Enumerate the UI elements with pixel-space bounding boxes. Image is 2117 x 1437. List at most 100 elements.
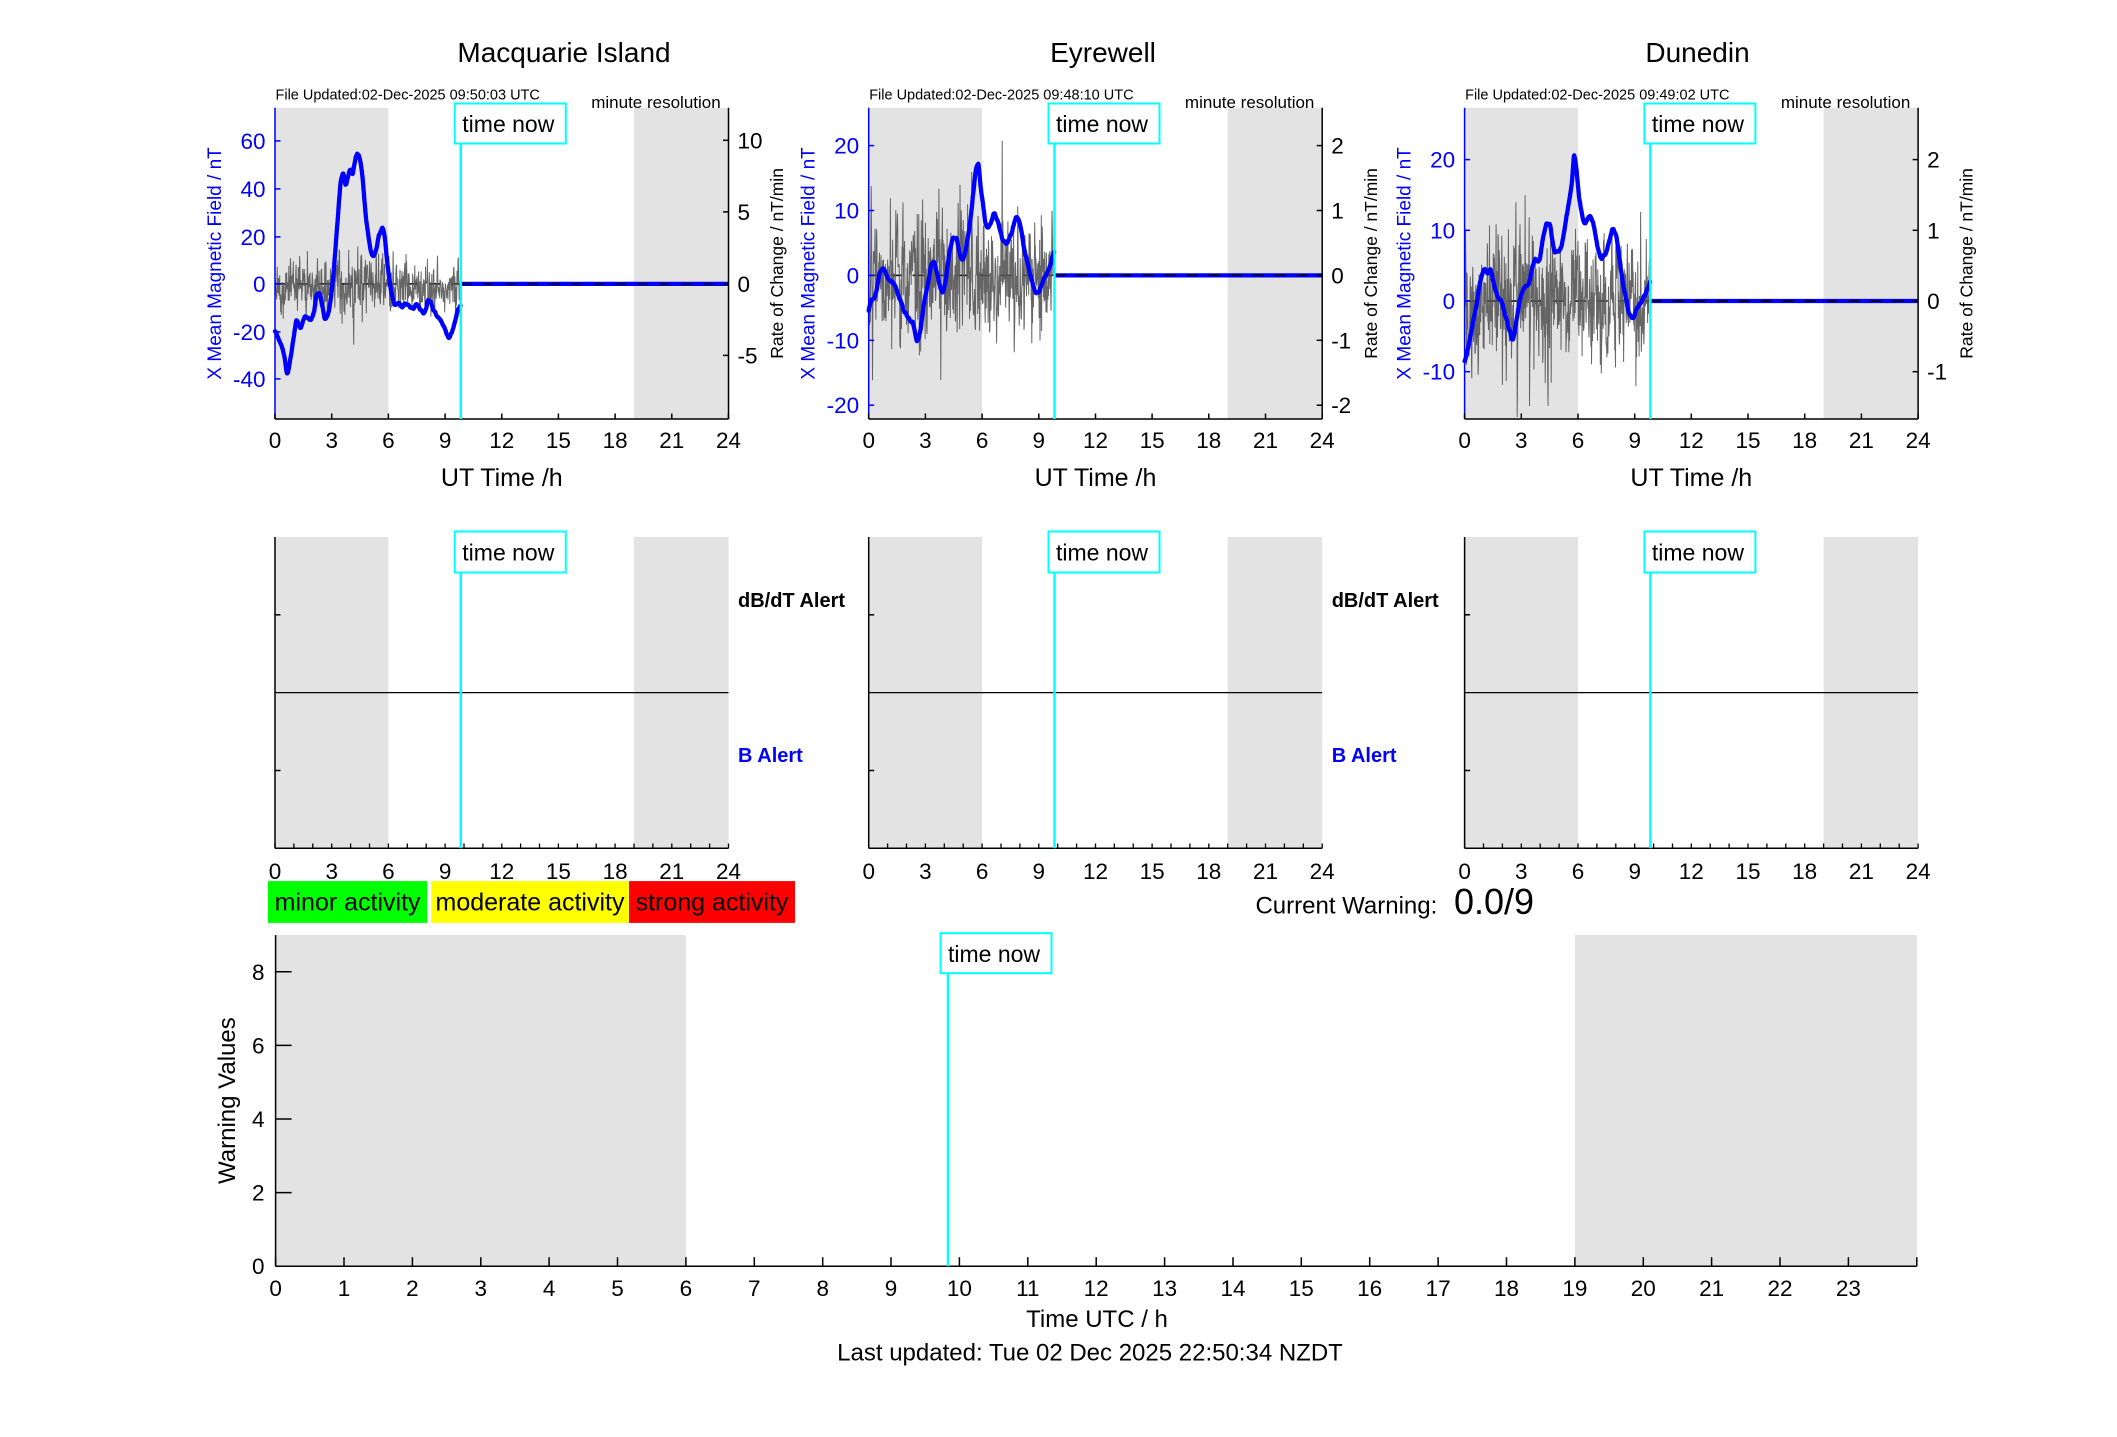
svg-text:minor activity: minor activity bbox=[275, 889, 421, 917]
svg-text:9: 9 bbox=[439, 859, 452, 884]
svg-text:Dunedin: Dunedin bbox=[1645, 37, 1749, 68]
svg-text:11: 11 bbox=[1016, 1276, 1039, 1301]
svg-text:21: 21 bbox=[1253, 428, 1278, 453]
svg-text:Last updated: Tue 02 Dec 2025: Last updated: Tue 02 Dec 2025 22:50:34 N… bbox=[837, 1340, 1343, 1367]
svg-text:10: 10 bbox=[738, 128, 763, 153]
svg-text:12: 12 bbox=[489, 859, 514, 884]
svg-text:14: 14 bbox=[1220, 1276, 1245, 1301]
svg-text:B Alert: B Alert bbox=[1332, 745, 1397, 767]
svg-text:-20: -20 bbox=[233, 320, 266, 345]
svg-text:0: 0 bbox=[269, 1276, 282, 1301]
svg-text:3: 3 bbox=[325, 859, 338, 884]
svg-text:2: 2 bbox=[1331, 134, 1344, 159]
svg-text:time now: time now bbox=[948, 941, 1040, 967]
svg-text:moderate activity: moderate activity bbox=[436, 889, 625, 917]
svg-text:6: 6 bbox=[1572, 859, 1585, 884]
svg-text:Current Warning:: Current Warning: bbox=[1255, 893, 1437, 920]
svg-text:X Mean Magnetic Field / nT: X Mean Magnetic Field / nT bbox=[205, 147, 226, 380]
svg-text:Macquarie Island: Macquarie Island bbox=[457, 37, 670, 68]
svg-text:12: 12 bbox=[1679, 859, 1704, 884]
svg-text:0: 0 bbox=[862, 428, 875, 453]
svg-text:15: 15 bbox=[1735, 428, 1760, 453]
svg-text:1: 1 bbox=[1927, 218, 1940, 243]
svg-text:12: 12 bbox=[1083, 859, 1108, 884]
svg-text:13: 13 bbox=[1152, 1276, 1177, 1301]
svg-text:File Updated:02-Dec-2025 09:50: File Updated:02-Dec-2025 09:50:03 UTC bbox=[276, 88, 540, 104]
svg-text:strong activity: strong activity bbox=[636, 889, 789, 917]
svg-text:1: 1 bbox=[338, 1276, 351, 1301]
svg-text:24: 24 bbox=[1906, 859, 1931, 884]
svg-text:21: 21 bbox=[1849, 859, 1874, 884]
svg-text:15: 15 bbox=[546, 428, 571, 453]
svg-text:4: 4 bbox=[252, 1107, 265, 1132]
svg-text:21: 21 bbox=[1849, 428, 1874, 453]
svg-text:Warning Values: Warning Values bbox=[214, 1017, 241, 1184]
svg-text:0: 0 bbox=[862, 859, 875, 884]
svg-text:6: 6 bbox=[382, 859, 395, 884]
svg-text:0: 0 bbox=[253, 272, 266, 297]
svg-text:19: 19 bbox=[1562, 1276, 1587, 1301]
svg-text:15: 15 bbox=[1140, 428, 1165, 453]
svg-text:-40: -40 bbox=[233, 367, 266, 392]
svg-text:16: 16 bbox=[1357, 1276, 1382, 1301]
svg-text:18: 18 bbox=[1196, 859, 1221, 884]
svg-text:minute resolution: minute resolution bbox=[1781, 93, 1910, 112]
svg-text:9: 9 bbox=[1628, 428, 1641, 453]
svg-text:File Updated:02-Dec-2025 09:49: File Updated:02-Dec-2025 09:49:02 UTC bbox=[1465, 88, 1729, 104]
svg-text:3: 3 bbox=[475, 1276, 488, 1301]
svg-text:23: 23 bbox=[1836, 1276, 1861, 1301]
svg-text:8: 8 bbox=[252, 960, 265, 985]
svg-text:20: 20 bbox=[1430, 148, 1455, 173]
svg-text:20: 20 bbox=[1631, 1276, 1656, 1301]
svg-text:2: 2 bbox=[252, 1181, 265, 1206]
svg-text:15: 15 bbox=[1289, 1276, 1314, 1301]
svg-text:6: 6 bbox=[976, 859, 989, 884]
svg-text:Rate of Change / nT/min: Rate of Change / nT/min bbox=[1361, 168, 1381, 359]
svg-text:0: 0 bbox=[847, 263, 860, 288]
svg-text:6: 6 bbox=[976, 428, 989, 453]
svg-text:5: 5 bbox=[611, 1276, 624, 1301]
svg-text:Rate of Change / nT/min: Rate of Change / nT/min bbox=[767, 168, 787, 359]
svg-text:0: 0 bbox=[252, 1254, 265, 1279]
svg-text:5: 5 bbox=[738, 200, 751, 225]
svg-text:60: 60 bbox=[240, 129, 265, 154]
svg-text:0: 0 bbox=[1458, 859, 1471, 884]
svg-text:-10: -10 bbox=[1423, 360, 1456, 385]
svg-text:0: 0 bbox=[738, 272, 751, 297]
svg-text:Time UTC / h: Time UTC / h bbox=[1026, 1306, 1168, 1333]
svg-text:minute resolution: minute resolution bbox=[1185, 93, 1314, 112]
svg-text:8: 8 bbox=[816, 1276, 829, 1301]
svg-text:21: 21 bbox=[1699, 1276, 1724, 1301]
svg-text:20: 20 bbox=[240, 225, 265, 250]
svg-text:-10: -10 bbox=[827, 328, 860, 353]
svg-text:15: 15 bbox=[1735, 859, 1760, 884]
svg-text:6: 6 bbox=[680, 1276, 693, 1301]
svg-text:12: 12 bbox=[1083, 428, 1108, 453]
svg-text:time now: time now bbox=[1056, 111, 1148, 137]
svg-text:10: 10 bbox=[834, 199, 859, 224]
svg-text:18: 18 bbox=[1494, 1276, 1519, 1301]
svg-text:0: 0 bbox=[269, 428, 282, 453]
svg-text:12: 12 bbox=[1679, 428, 1704, 453]
svg-text:21: 21 bbox=[659, 859, 684, 884]
svg-text:15: 15 bbox=[1140, 859, 1165, 884]
svg-text:24: 24 bbox=[1310, 859, 1335, 884]
svg-text:21: 21 bbox=[659, 428, 684, 453]
svg-text:0: 0 bbox=[1927, 289, 1940, 314]
svg-text:20: 20 bbox=[834, 134, 859, 159]
svg-text:24: 24 bbox=[716, 428, 741, 453]
svg-text:Eyrewell: Eyrewell bbox=[1050, 37, 1156, 68]
svg-text:B Alert: B Alert bbox=[738, 745, 803, 767]
svg-text:3: 3 bbox=[1515, 859, 1528, 884]
svg-text:time now: time now bbox=[1056, 540, 1148, 566]
svg-text:18: 18 bbox=[1792, 428, 1817, 453]
svg-text:UT Time /h: UT Time /h bbox=[1035, 464, 1157, 492]
svg-text:X Mean Magnetic Field / nT: X Mean Magnetic Field / nT bbox=[1395, 147, 1416, 380]
svg-text:18: 18 bbox=[603, 859, 628, 884]
svg-text:6: 6 bbox=[1572, 428, 1585, 453]
svg-text:time now: time now bbox=[462, 111, 554, 137]
svg-text:UT Time /h: UT Time /h bbox=[441, 464, 563, 492]
svg-text:time now: time now bbox=[462, 540, 554, 566]
svg-text:12: 12 bbox=[489, 428, 514, 453]
svg-text:time now: time now bbox=[1652, 540, 1744, 566]
